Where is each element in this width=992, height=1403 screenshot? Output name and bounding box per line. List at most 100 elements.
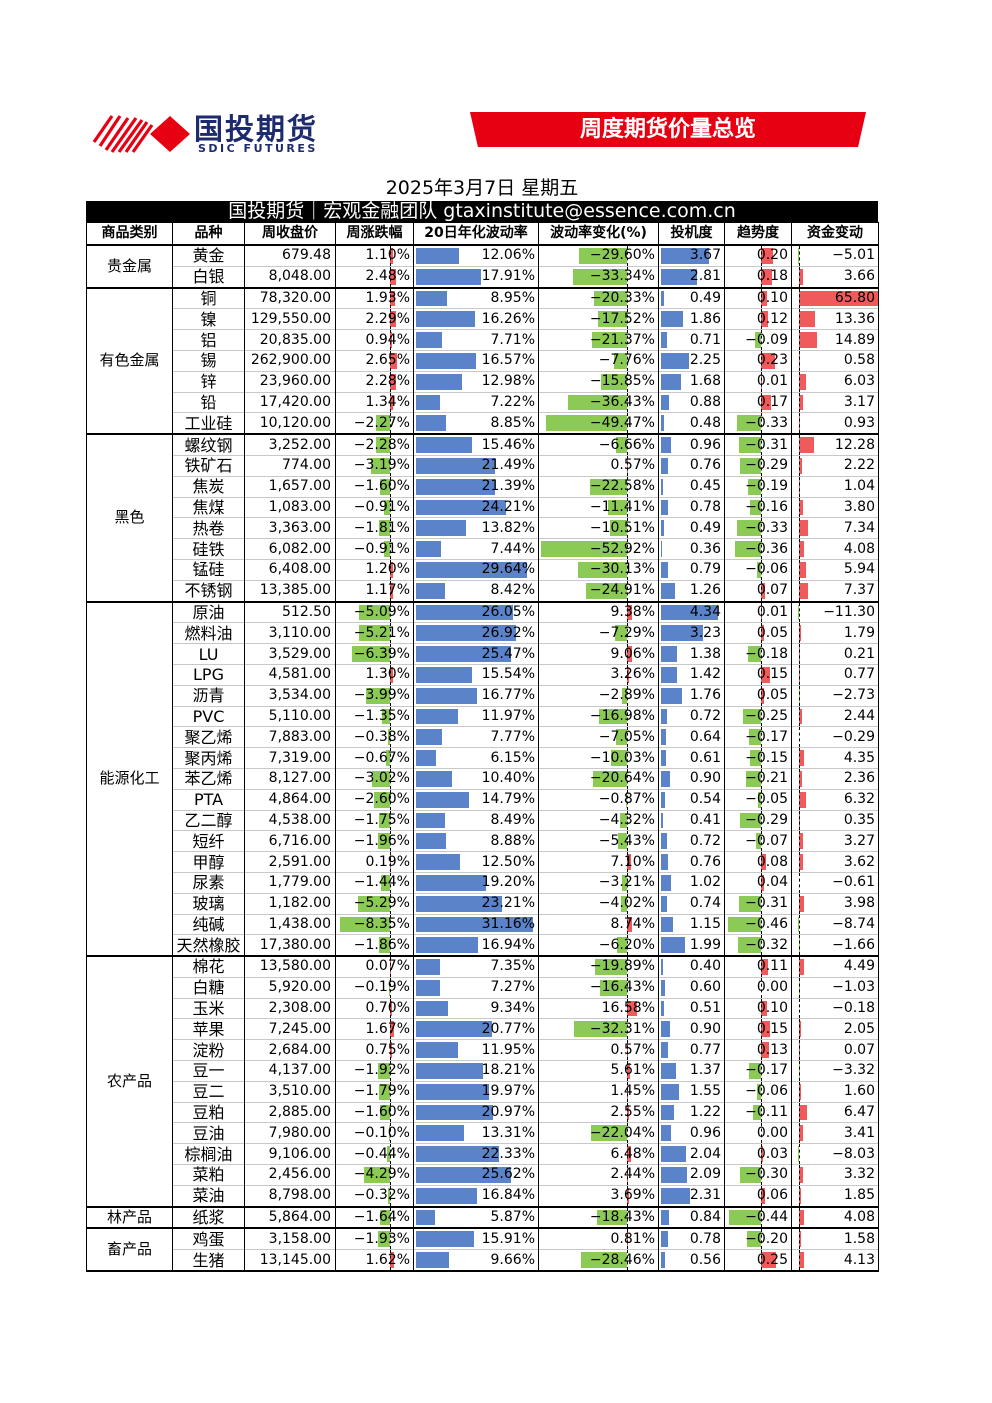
variety-cell: 甲醇 [172, 851, 245, 873]
fund-flow-value: −3.32 [832, 1062, 875, 1079]
volatility-bar [416, 812, 445, 829]
trend-bar [761, 290, 768, 307]
weekly-change-bar [389, 394, 394, 411]
volatility-change-bar [615, 729, 628, 746]
volatility-cell: 19.97% [413, 1080, 539, 1103]
weekly-change-bar [389, 268, 397, 285]
weekly-change-bar [380, 1209, 390, 1226]
speculation-cell: 0.88 [658, 391, 725, 413]
fund-flow-axis [798, 748, 800, 768]
fund-flow-axis [798, 1123, 800, 1144]
trend-axis [761, 811, 763, 831]
fund-flow-axis [798, 873, 800, 893]
volatility-cell: 20.97% [413, 1101, 539, 1123]
fund-flow-bar [797, 604, 799, 621]
weekly-change-value: −1.60% [353, 478, 410, 495]
weekly-change-axis [389, 914, 391, 935]
weekly-change-bar [358, 895, 390, 912]
weekly-change-cell: −8.35% [335, 913, 414, 935]
table-row: 工业硅 10,120.00 −2.27% 8.85% −49.47% 0.48 −0.33 0… [87, 412, 879, 435]
volatility-change-value: −7.05% [598, 728, 655, 745]
weekly-change-axis [389, 581, 391, 601]
speculation-bar [661, 812, 663, 829]
weekly-change-axis [389, 330, 391, 350]
speculation-value: 0.61 [689, 749, 721, 766]
volatility-change-axis [627, 769, 629, 789]
volatility-change-cell: 2.55% [538, 1101, 659, 1123]
variety-cell: 聚乙烯 [172, 726, 245, 748]
volatility-change-cell: −22.04% [538, 1122, 659, 1144]
volatility-change-bar [618, 833, 628, 850]
header-category: 商品类别 [86, 222, 173, 246]
table-row: 铝 20,835.00 0.94% 7.71% −21.37% 0.71 −0.09 14.8… [87, 329, 879, 351]
speculation-cell: 0.48 [658, 412, 725, 435]
volatility-change-cell: −30.13% [538, 558, 659, 581]
volatility-value: 13.82% [481, 519, 535, 536]
speculation-bar [661, 979, 666, 996]
header-fund-flow: 资金变动 [791, 222, 879, 246]
trend-cell: 0.25 [724, 1249, 792, 1273]
volatility-value: 14.79% [481, 791, 535, 808]
volatility-change-cell: −11.41% [538, 496, 659, 518]
speculation-cell: 0.84 [658, 1205, 725, 1229]
volatility-change-value: −24.91% [589, 582, 655, 599]
weekly-change-bar [374, 791, 390, 808]
trend-axis [761, 267, 763, 287]
trend-bar [761, 1252, 777, 1269]
variety-cell: 热卷 [172, 517, 245, 539]
weekly-change-bar [385, 750, 390, 766]
volatility-bar [416, 1042, 459, 1059]
fund-flow-cell: 3.32 [791, 1164, 879, 1186]
volatility-change-value: 0.57% [610, 1041, 655, 1058]
volatility-cell: 8.42% [413, 579, 539, 602]
weekly-change-bar [387, 1146, 390, 1163]
category-cell: 能源化工 [86, 600, 173, 958]
variety-cell: 铝 [172, 329, 245, 351]
weekly-change-value: −6.39% [353, 645, 410, 662]
volatility-value: 16.77% [481, 687, 535, 704]
fund-flow-cell: 1.85 [791, 1184, 879, 1207]
weekly-change-bar [364, 1167, 390, 1183]
trend-cell: −0.32 [724, 934, 792, 957]
volatility-value: 15.91% [481, 1230, 535, 1247]
fund-flow-bar [798, 520, 808, 537]
logo-mark-icon [92, 115, 190, 153]
weekly-change-cell: −1.75% [335, 809, 414, 831]
header-trend: 趋势度 [724, 222, 792, 246]
fund-flow-cell: 2.44 [791, 705, 879, 727]
volatility-change-bar [627, 1063, 631, 1079]
speculation-cell: 0.51 [658, 997, 725, 1019]
trend-axis [761, 894, 763, 914]
variety-cell: 鸡蛋 [172, 1227, 245, 1250]
trend-cell: 0.13 [724, 1039, 792, 1061]
table-row: LPG 4,581.00 1.30% 15.54% 3.26% 1.42 0.15 0.77 [87, 663, 879, 686]
fund-flow-bar [798, 959, 805, 975]
fund-flow-value: 1.58 [843, 1230, 875, 1247]
volatility-cell: 25.62% [413, 1164, 539, 1186]
volatility-cell: 7.77% [413, 726, 539, 748]
volatility-change-bar [614, 352, 628, 369]
weekly-change-cell: 2.48% [335, 265, 414, 288]
weekly-change-cell: −4.29% [335, 1164, 414, 1186]
volatility-change-bar [627, 604, 633, 621]
trend-axis [761, 289, 763, 309]
variety-cell: 棉花 [172, 955, 245, 978]
volatility-change-axis [627, 790, 629, 810]
volatility-change-axis [627, 539, 629, 559]
table-row: 聚乙烯 7,883.00 −0.38% 7.77% −7.05% 0.64 −0.17 −0.… [87, 726, 879, 748]
table-row: 不锈钢 13,385.00 1.17% 8.42% −24.91% 1.26 0.07 7.3… [87, 579, 879, 602]
trend-bar [761, 666, 771, 683]
trend-axis [761, 831, 763, 852]
volatility-value: 9.66% [490, 1251, 535, 1268]
variety-cell: 天然橡胶 [172, 934, 245, 957]
volatility-change-axis [627, 351, 629, 371]
volatility-bar [416, 520, 466, 537]
trend-cell: 0.15 [724, 1018, 792, 1040]
trend-bar [740, 457, 762, 474]
volatility-bar [416, 833, 447, 850]
table-row: 尿素 1,779.00 −1.44% 19.20% −3.21% 1.02 0.04 −0.6… [87, 871, 879, 894]
close-price-cell: 4,538.00 [244, 809, 336, 831]
trend-axis [761, 518, 763, 539]
trend-value: 0.00 [756, 1124, 788, 1141]
variety-cell: 工业硅 [172, 412, 245, 435]
